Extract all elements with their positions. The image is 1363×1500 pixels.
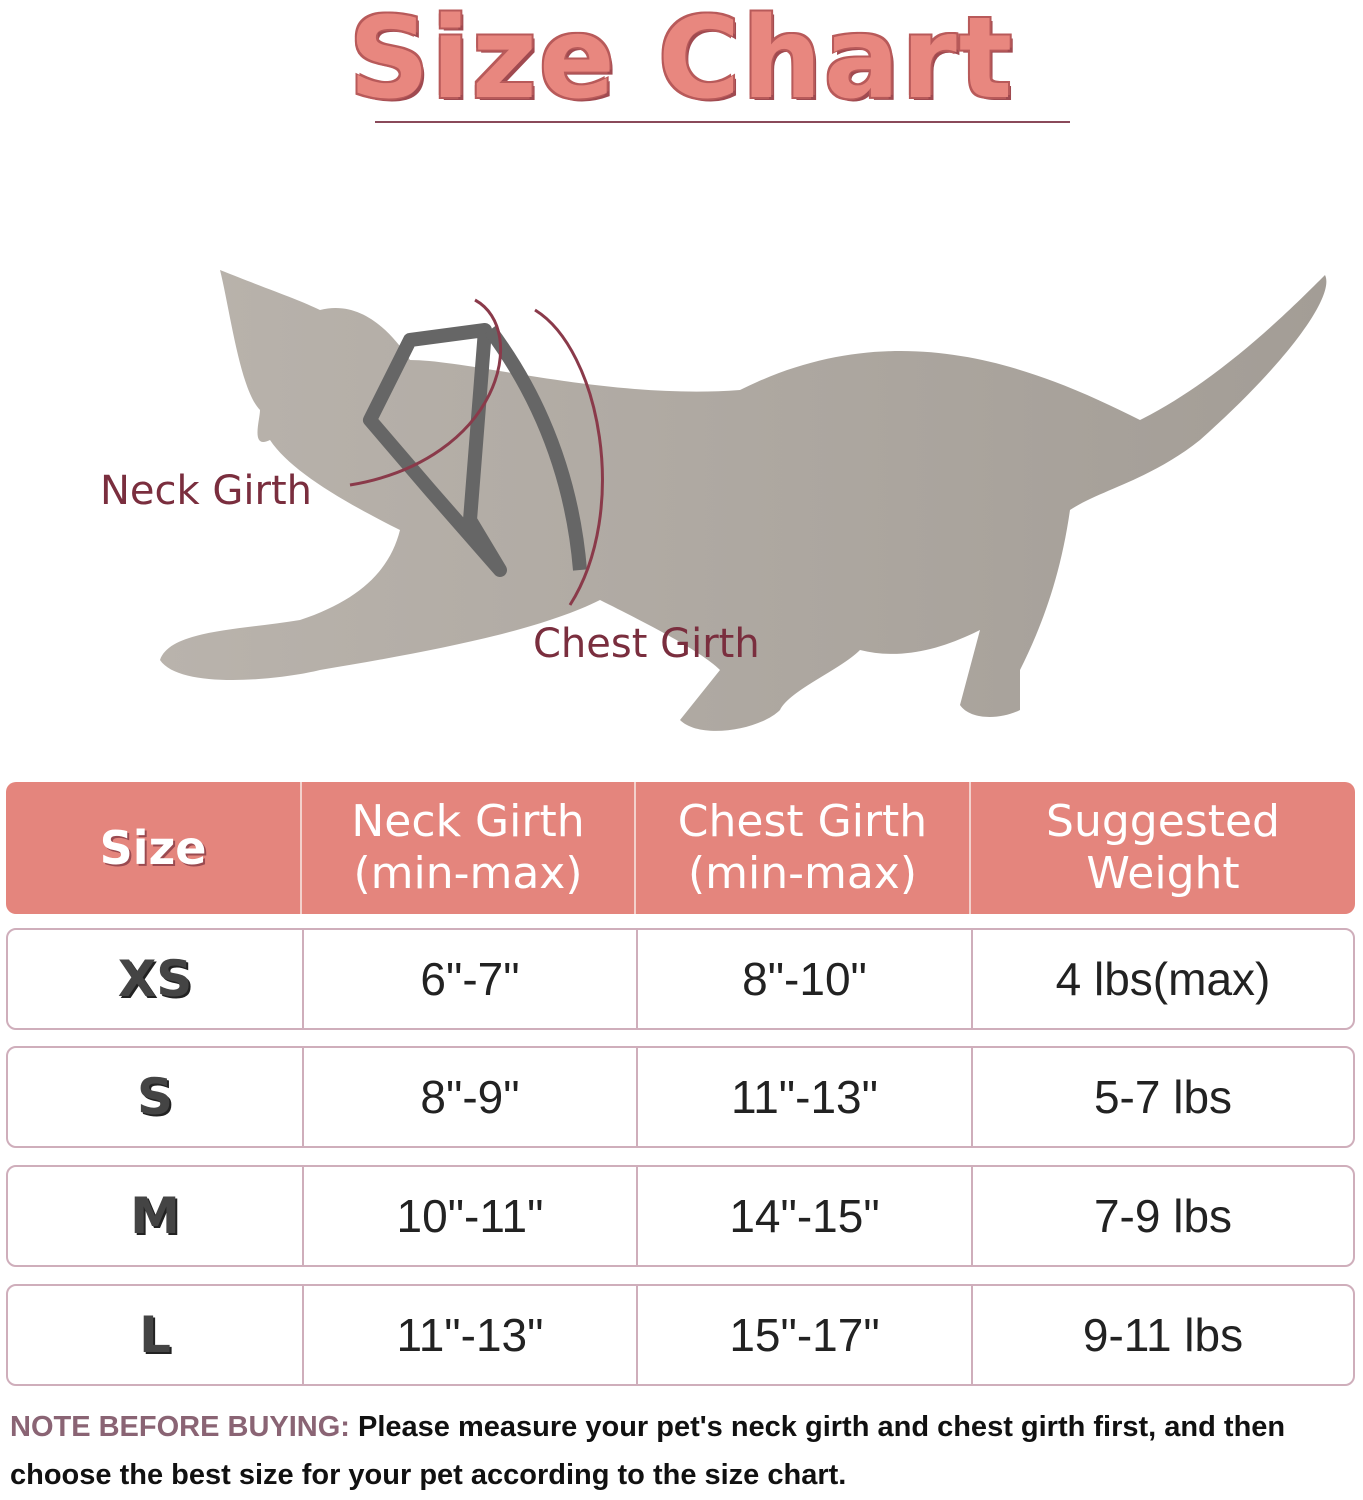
neck-cell: 6"-7" bbox=[302, 930, 636, 1028]
chest-cell: 11"-13" bbox=[636, 1048, 971, 1146]
note-lead: NOTE BEFORE BUYING: bbox=[10, 1411, 350, 1443]
title-underline bbox=[375, 121, 1070, 123]
chest-cell: 15"-17" bbox=[636, 1286, 971, 1384]
neck-girth-label: Neck Girth bbox=[100, 468, 312, 514]
page-title: Size Chart bbox=[348, 0, 1015, 124]
note: NOTE BEFORE BUYING: Please measure your … bbox=[10, 1403, 1360, 1499]
note-text: Please measure your pet's neck girth and… bbox=[10, 1411, 1286, 1491]
size-cell: S bbox=[136, 1068, 173, 1126]
cat-illustration bbox=[160, 270, 1327, 731]
table-row: L 11"-13" 15"-17" 9-11 lbs bbox=[6, 1284, 1355, 1386]
weight-cell: 5-7 lbs bbox=[971, 1048, 1353, 1146]
chest-cell: 14"-15" bbox=[636, 1167, 971, 1265]
chest-girth-label: Chest Girth bbox=[533, 621, 760, 667]
table-row: M 10"-11" 14"-15" 7-9 lbs bbox=[6, 1165, 1355, 1267]
weight-cell: 9-11 lbs bbox=[971, 1286, 1353, 1384]
size-cell: L bbox=[139, 1306, 171, 1364]
size-cell: XS bbox=[117, 950, 193, 1008]
header-chest-girth: Chest Girth (min-max) bbox=[634, 782, 969, 914]
size-cell: M bbox=[130, 1187, 180, 1245]
neck-cell: 10"-11" bbox=[302, 1167, 636, 1265]
chest-cell: 8"-10" bbox=[636, 930, 971, 1028]
neck-cell: 8"-9" bbox=[302, 1048, 636, 1146]
header-neck-girth: Neck Girth (min-max) bbox=[300, 782, 634, 914]
neck-cell: 11"-13" bbox=[302, 1286, 636, 1384]
header-weight: Suggested Weight bbox=[969, 782, 1355, 914]
weight-cell: 4 lbs(max) bbox=[971, 930, 1353, 1028]
table-header: Size Neck Girth (min-max) Chest Girth (m… bbox=[6, 782, 1355, 914]
header-size: Size bbox=[99, 821, 207, 875]
table-row: XS 6"-7" 8"-10" 4 lbs(max) bbox=[6, 928, 1355, 1030]
table-row: S 8"-9" 11"-13" 5-7 lbs bbox=[6, 1046, 1355, 1148]
weight-cell: 7-9 lbs bbox=[971, 1167, 1353, 1265]
